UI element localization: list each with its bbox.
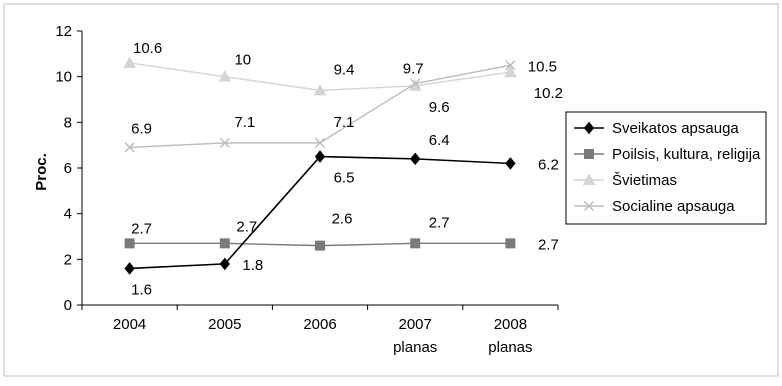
data-point-marker [410, 152, 421, 166]
data-point-marker [124, 142, 135, 153]
data-point-marker [219, 137, 230, 148]
data-point-marker [219, 257, 230, 271]
data-label: 2.7 [429, 214, 450, 231]
x-tick-label: 2004 [113, 316, 146, 333]
data-label: 2.6 [332, 211, 353, 228]
data-label: 7.1 [334, 114, 355, 131]
data-point-marker [313, 83, 327, 96]
y-tick-label: 12 [55, 23, 72, 40]
data-point-marker [123, 56, 136, 68]
data-point-marker [504, 65, 517, 78]
data-label: 10.6 [133, 40, 162, 57]
data-point-marker [315, 240, 325, 251]
data-label: 9.7 [403, 61, 424, 78]
data-label: 9.6 [429, 99, 450, 116]
data-label: 10.2 [534, 85, 563, 102]
data-label: 10 [234, 52, 251, 69]
legend-entry-label: Socialine apsauga [612, 198, 735, 215]
data-label: 2.7 [538, 236, 559, 253]
y-tick-label: 10 [55, 69, 72, 86]
axes: 0 2 4 6 8 10 12 2004 2005 2006 2007 planas 2008 plana… [55, 23, 559, 356]
data-label: 1.8 [242, 257, 263, 274]
legend-marker [583, 200, 595, 212]
x-tick-label: 2006 [303, 316, 336, 333]
data-point-marker [410, 238, 421, 249]
x-tick-label-sub: planas [488, 339, 532, 356]
data-labels: 1.6 1.8 6.5 6.4 6.2 2.7 2.7 2.6 2.7 2.7 10.6 10 9.4 9… [131, 40, 563, 299]
data-label: 6.2 [538, 156, 559, 173]
data-point-marker [218, 70, 232, 82]
x-tick-label: 2005 [208, 316, 241, 333]
data-point-marker [314, 137, 326, 148]
legend-entry-label: Švietimas [612, 172, 677, 189]
legend: Sveikatos apsauga Poilsis, kultura, relig… [565, 111, 767, 225]
y-tick-label: 8 [64, 114, 72, 131]
data-point-marker [505, 157, 516, 170]
legend-marker [582, 173, 596, 185]
data-label: 7.1 [234, 114, 255, 131]
x-tick-label: 2007 [399, 316, 432, 333]
series-markers [123, 56, 517, 275]
data-point-marker [505, 60, 516, 71]
x-tick-label: 2008 [494, 316, 527, 333]
data-label: 2.7 [131, 220, 152, 237]
data-label: 1.6 [131, 281, 152, 298]
data-point-marker [314, 150, 326, 163]
data-point-marker [124, 238, 135, 249]
data-label: 9.4 [334, 61, 355, 78]
y-tick-label: 0 [64, 297, 72, 314]
y-tick-label: 4 [64, 206, 72, 223]
data-point-marker [124, 262, 135, 275]
data-point-marker [410, 78, 421, 89]
data-point-marker [219, 238, 230, 249]
y-axis-title: Proc. [33, 153, 50, 191]
y-tick-label: 6 [64, 160, 72, 177]
x-tick-label-sub: planas [393, 339, 437, 356]
legend-marker [583, 121, 595, 135]
data-label: 6.5 [334, 170, 355, 187]
legend-entry-label: Sveikatos apsauga [612, 120, 739, 137]
legend-entry-label: Poilsis, kultura, religija [612, 146, 761, 163]
data-label: 10.5 [528, 58, 557, 75]
y-tick-label: 2 [64, 251, 72, 268]
data-label: 6.4 [429, 132, 450, 149]
legend-marker [584, 149, 594, 159]
data-label: 2.7 [236, 218, 257, 235]
data-label: 6.9 [131, 120, 152, 137]
data-point-marker [505, 238, 516, 249]
